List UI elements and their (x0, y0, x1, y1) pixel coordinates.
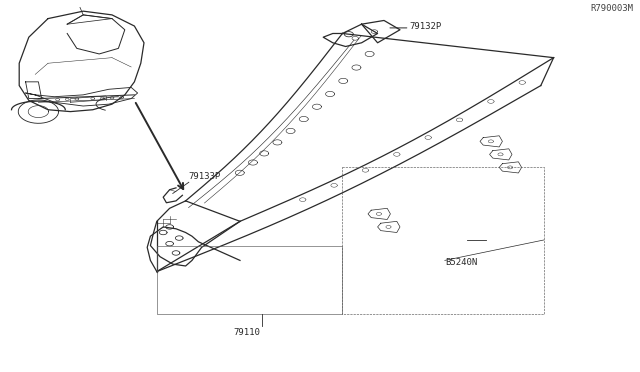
Text: 79133P: 79133P (189, 172, 221, 181)
Text: R790003M: R790003M (591, 4, 634, 13)
Text: 79132P: 79132P (410, 22, 442, 31)
Text: 79110: 79110 (234, 328, 260, 337)
Text: B5240N: B5240N (445, 258, 477, 267)
